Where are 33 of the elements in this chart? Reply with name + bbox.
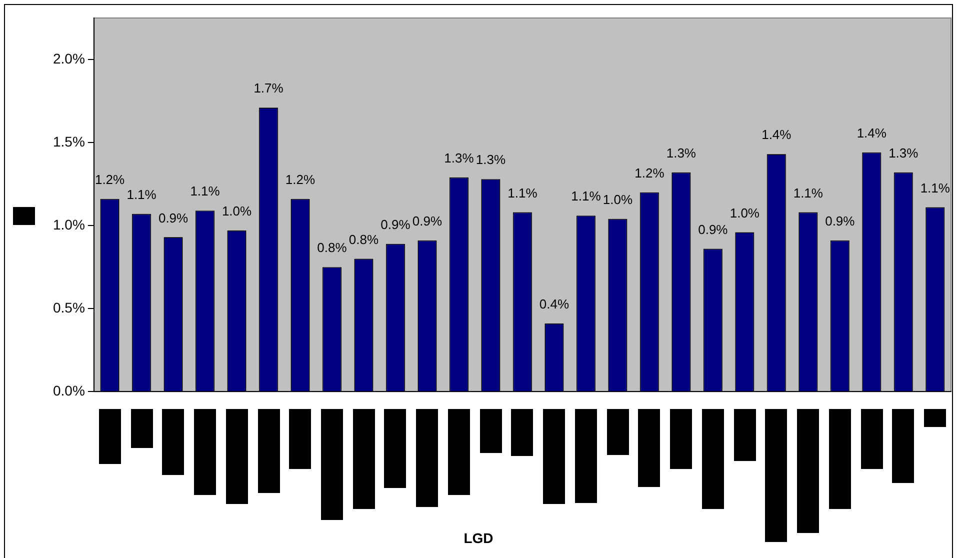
data-label: 0.9% [412,214,442,229]
data-label: 0.8% [348,232,379,247]
data-label: 1.2% [94,172,126,188]
data-label: 1.1% [508,185,538,200]
data-label: 1.4% [856,126,887,141]
data-label: 1.1% [190,184,220,199]
data-label: 1.0% [222,204,252,219]
data-label: 0.9% [825,214,856,229]
data-label: 0.4% [539,296,570,312]
data-label: 1.3% [888,146,919,160]
y-tick-label: 2.0% [52,50,85,66]
data-label: 1.1% [793,185,824,200]
data-label: 1.4% [762,127,792,142]
data-label: 0.9% [380,216,411,232]
data-label: 1.0% [730,205,760,220]
y-tick-label: 0.0% [52,382,85,398]
data-label: 1.1% [920,180,950,196]
data-label: 1.7% [254,80,284,96]
data-label: 1.3% [476,152,506,168]
data-label: 1.2% [634,165,665,180]
data-label: 1.0% [602,192,633,207]
data-label: 1.2% [285,172,316,188]
data-label: 1.3% [666,146,696,160]
data-label: 0.8% [317,240,348,256]
data-label: 0.9% [158,210,189,226]
y-tick-label: 1.5% [52,133,85,150]
data-label: 1.1% [571,188,602,204]
data-label: 1.1% [126,187,157,202]
data-label: 0.9% [698,222,728,237]
text: LGD [462,530,494,546]
data-label: 1.3% [444,150,474,166]
y-tick-label: 0.5% [52,299,85,316]
y-tick-label: 1.0% [52,216,85,232]
